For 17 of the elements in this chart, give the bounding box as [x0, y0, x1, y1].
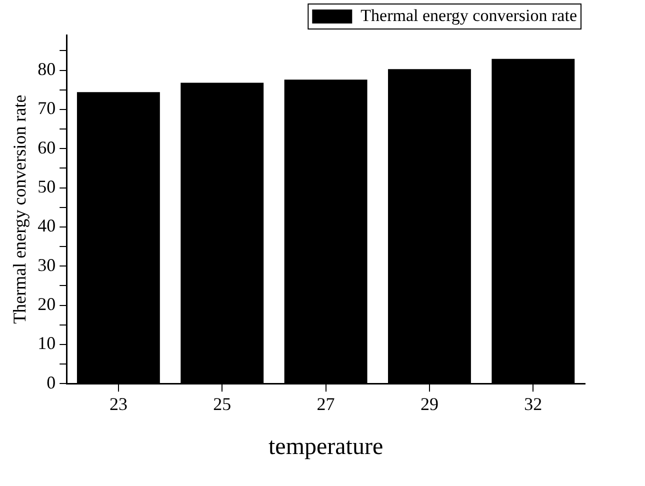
x-tick-label: 27 — [316, 394, 335, 414]
x-axis-title: temperature — [268, 434, 384, 460]
legend-label: Thermal energy conversion rate — [360, 6, 577, 25]
y-tick-label: 20 — [38, 294, 56, 314]
x-tick-label: 25 — [213, 394, 232, 414]
x-tick-label: 23 — [109, 394, 128, 414]
y-tick-label: 10 — [38, 333, 56, 354]
y-tick-label: 40 — [38, 216, 56, 236]
x-tick-label: 29 — [420, 394, 438, 414]
y-tick-label: 50 — [38, 176, 56, 196]
y-tick-label: 70 — [38, 98, 56, 118]
y-tick-label: 60 — [38, 137, 56, 158]
y-axis-title: Thermal energy conversion rate — [10, 94, 30, 324]
y-tick-label: 30 — [38, 254, 56, 275]
x-tick-label: 32 — [524, 394, 542, 414]
y-tick-label: 80 — [38, 58, 56, 79]
y-tick-label: 0 — [46, 372, 56, 392]
